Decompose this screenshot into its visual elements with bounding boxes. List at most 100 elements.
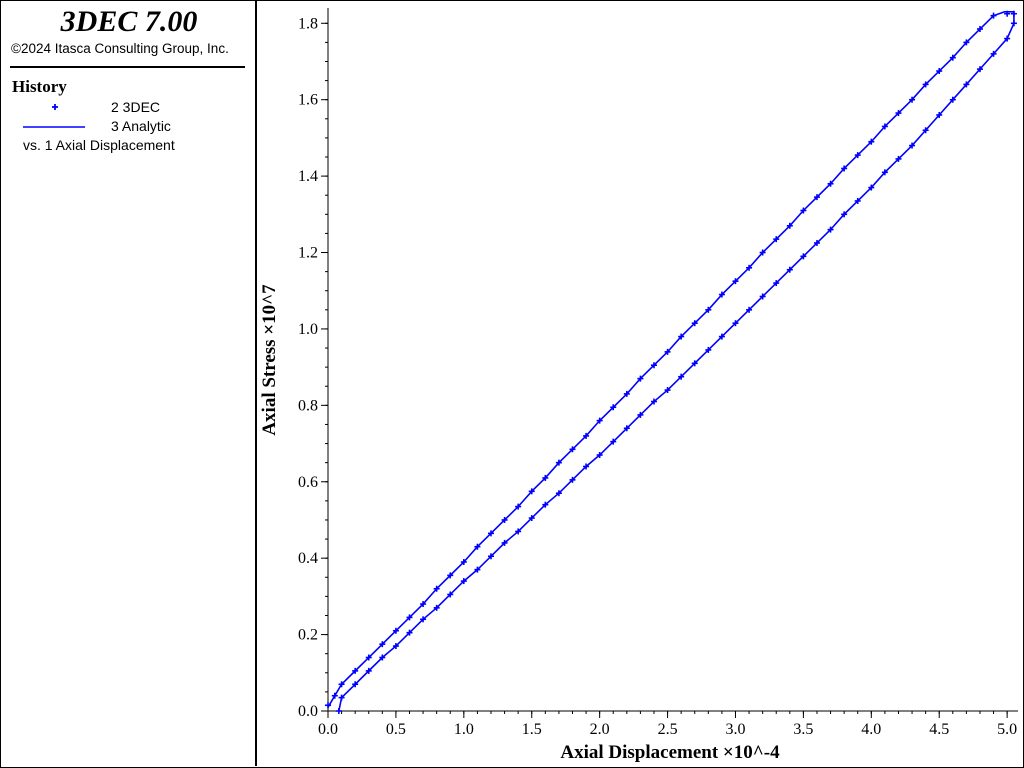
- 3dec-marker: [854, 152, 861, 159]
- 3dec-marker: [1004, 10, 1011, 17]
- 3dec-marker: [610, 404, 617, 411]
- 3dec-marker: [678, 373, 685, 380]
- 3dec-marker: [759, 293, 766, 300]
- 3dec-marker: [909, 96, 916, 103]
- 3dec-marker: [746, 306, 753, 313]
- 3dec-marker: [773, 236, 780, 243]
- 3dec-marker: [406, 614, 413, 621]
- 3dec-marker: [637, 375, 644, 382]
- 3dec-marker: [420, 616, 427, 623]
- 3dec-marker: [895, 110, 902, 117]
- 3dec-marker: [392, 643, 399, 650]
- x-axis-label: Axial Displacement ×10^-4: [560, 742, 780, 763]
- y-tick-label: 0.2: [298, 627, 318, 644]
- 3dec-marker: [963, 39, 970, 46]
- 3dec-marker: [691, 320, 698, 327]
- 3dec-marker: [392, 627, 399, 634]
- 3dec-marker: [922, 127, 929, 134]
- x-tick-label: 4.5: [929, 721, 949, 738]
- copyright-text: ©2024 Itasca Consulting Group, Inc.: [11, 41, 229, 56]
- 3dec-marker: [365, 654, 372, 661]
- x-tick-label: 3.0: [725, 721, 745, 738]
- 3dec-marker: [963, 81, 970, 88]
- 3dec-marker: [447, 572, 454, 579]
- 3dec-marker: [474, 566, 481, 573]
- 3dec-marker: [596, 452, 603, 459]
- 3dec-marker: [331, 692, 338, 699]
- 3dec-marker: [406, 629, 413, 636]
- 3dec-marker: [881, 169, 888, 176]
- 3dec-marker: [759, 249, 766, 256]
- 3dec-marker: [542, 474, 549, 481]
- 3dec-marker: [841, 165, 848, 172]
- 3dec-marker: [949, 96, 956, 103]
- 3dec-marker: [827, 226, 834, 233]
- y-axis-label: Axial Stress ×10^7: [259, 284, 280, 436]
- 3dec-marker: [515, 528, 522, 535]
- 3dec-marker: [555, 490, 562, 497]
- y-tick-label: 0.6: [298, 474, 318, 491]
- 3dec-marker: [352, 681, 359, 688]
- 3dec-marker: [583, 463, 590, 470]
- legend-vs-label: vs. 1 Axial Displacement: [23, 137, 175, 153]
- 3dec-marker: [460, 578, 467, 585]
- 3dec-marker: [976, 66, 983, 73]
- 3dec-marker: [691, 360, 698, 367]
- 3dec-marker: [813, 194, 820, 201]
- 3dec-marker: [487, 553, 494, 560]
- 3dec-marker: [718, 333, 725, 340]
- 3dec-marker: [433, 604, 440, 611]
- y-tick-label: 0.4: [298, 550, 318, 567]
- y-tick-label: 1.4: [298, 168, 318, 185]
- 3dec-marker: [922, 81, 929, 88]
- x-tick-label: 3.5: [793, 721, 813, 738]
- x-tick-label: 0.0: [318, 721, 338, 738]
- 3dec-marker: [786, 266, 793, 273]
- 3dec-marker: [596, 417, 603, 424]
- legend-panel: 3DEC 7.00 ©2024 Itasca Consulting Group,…: [1, 1, 257, 766]
- 3dec-marker: [501, 516, 508, 523]
- 3dec-marker: [990, 50, 997, 57]
- app-title: 3DEC 7.00: [60, 5, 198, 38]
- 3dec-marker: [460, 558, 467, 565]
- 3dec-marker: [583, 432, 590, 439]
- 3dec-marker: [1010, 10, 1017, 17]
- 3dec-marker: [732, 278, 739, 285]
- 3dec-marker: [379, 654, 386, 661]
- 3dec-marker: [338, 694, 345, 701]
- 3dec-marker: [338, 681, 345, 688]
- 3dec-marker: [542, 501, 549, 508]
- 3dec-marker: [868, 184, 875, 191]
- 3dec-marker: [746, 264, 753, 271]
- 3dec-marker: [623, 390, 630, 397]
- line-symbol-icon: [23, 126, 85, 128]
- 3dec-marker: [868, 138, 875, 145]
- history-title: History: [12, 77, 67, 96]
- 3dec-marker: [1004, 35, 1011, 42]
- x-tick-label: 2.5: [658, 721, 678, 738]
- legend-label-analytic: 3 Analytic: [111, 118, 171, 134]
- 3dec-marker: [623, 425, 630, 432]
- x-tick-label: 0.5: [386, 721, 406, 738]
- 3dec-marker: [474, 543, 481, 550]
- 3dec-marker: [379, 641, 386, 648]
- x-tick-label: 1.5: [522, 721, 542, 738]
- 3dec-marker: [678, 333, 685, 340]
- x-tick-label: 1.0: [454, 721, 474, 738]
- analytic-series: [327, 11, 1015, 712]
- 3dec-marker: [949, 54, 956, 61]
- 3dec-marker: [515, 503, 522, 510]
- 3dec-marker: [637, 411, 644, 418]
- 3dec-marker: [909, 142, 916, 149]
- x-tick-label: 5.0: [997, 721, 1017, 738]
- 3dec-marker: [813, 239, 820, 246]
- 3dec-marker: [335, 708, 342, 714]
- 3dec-marker: [1010, 20, 1017, 27]
- 3dec-marker: [610, 438, 617, 445]
- 3dec-marker: [786, 222, 793, 229]
- 3dec-marker: [895, 155, 902, 162]
- 3dec-marker: [501, 539, 508, 546]
- y-tick-label: 0.8: [298, 397, 318, 414]
- 3dec-marker: [827, 180, 834, 187]
